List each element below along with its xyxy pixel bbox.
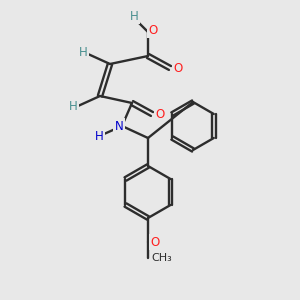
Text: O: O bbox=[150, 236, 160, 248]
Text: O: O bbox=[148, 23, 158, 37]
Text: CH₃: CH₃ bbox=[152, 253, 172, 263]
Text: O: O bbox=[173, 61, 183, 74]
Text: H: H bbox=[79, 46, 87, 59]
Text: H: H bbox=[69, 100, 77, 113]
Text: O: O bbox=[155, 107, 165, 121]
Text: H: H bbox=[94, 130, 103, 143]
Text: N: N bbox=[115, 119, 123, 133]
Text: H: H bbox=[130, 10, 138, 22]
